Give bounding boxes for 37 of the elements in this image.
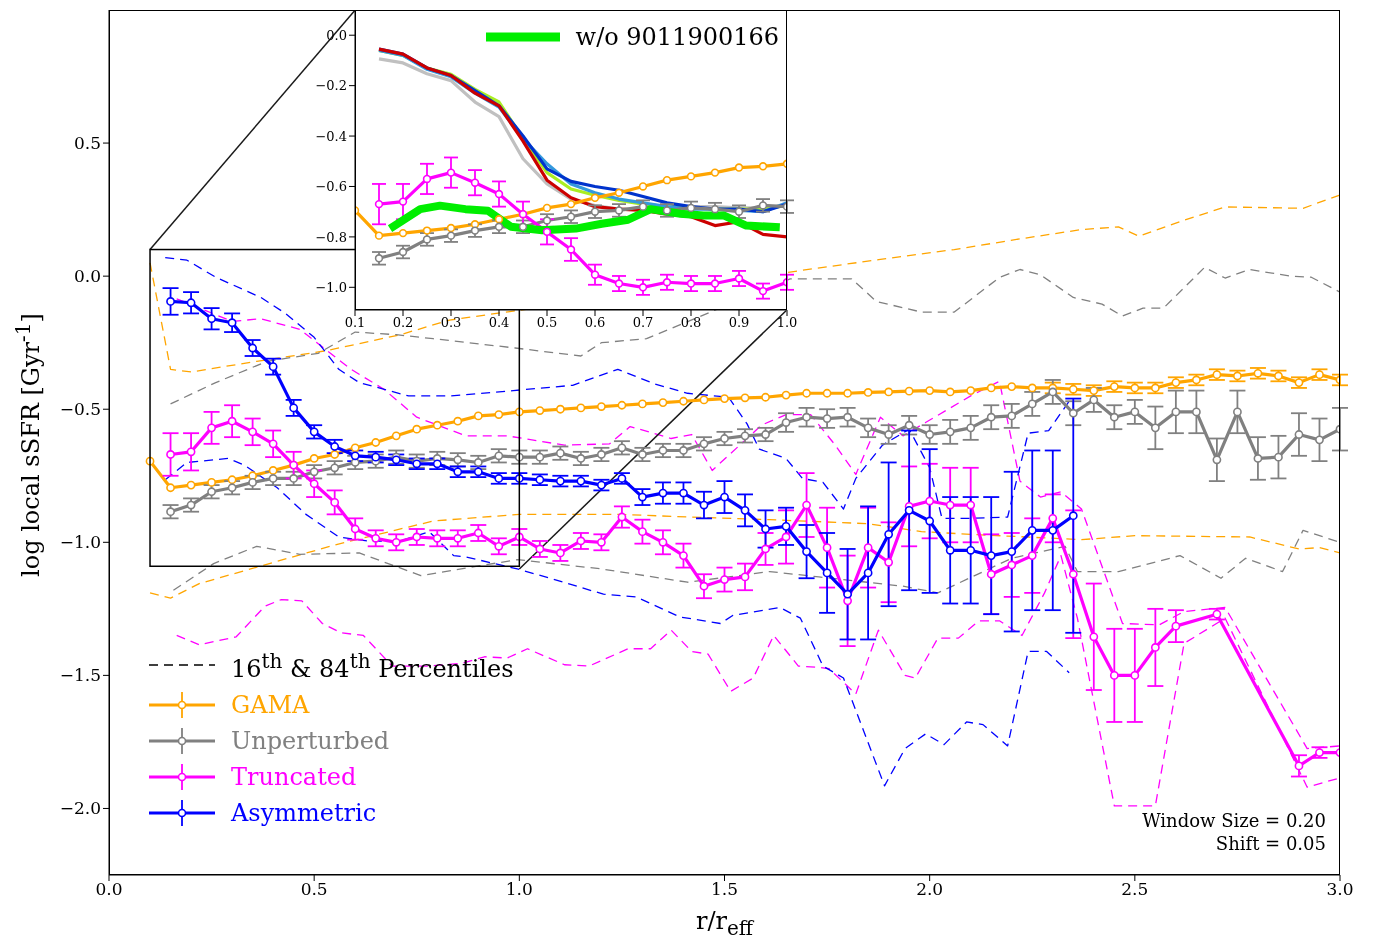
x-tick-label: 0.1 <box>344 315 366 331</box>
y-tick-label: −0.4 <box>315 128 347 144</box>
x-axis-title: r/r$_{eff}$ <box>694 907 756 940</box>
y-tick-label: 0.0 <box>73 266 101 287</box>
x-tick-label: 0.8 <box>680 315 702 331</box>
x-tick-label: 2.0 <box>916 879 944 900</box>
legend-label: Asymmetric <box>231 798 377 829</box>
y-tick-label: −1.5 <box>59 665 101 686</box>
annotation: Window Size = 0.20 <box>1142 809 1326 832</box>
y-tick-label: −0.8 <box>315 229 347 245</box>
x-tick-label: 0.5 <box>300 879 328 900</box>
legend-label: Unperturbed <box>231 726 390 757</box>
x-tick-label: 0.6 <box>584 315 606 331</box>
x-tick-label: 0.5 <box>536 315 558 331</box>
x-tick-label: 0.2 <box>392 315 414 331</box>
x-tick-label: 3.0 <box>1326 879 1354 900</box>
y-tick-label: −2.0 <box>59 798 101 819</box>
y-tick-label: −0.2 <box>315 78 347 94</box>
x-tick-label: 0.3 <box>440 315 462 331</box>
x-tick-label: 0.0 <box>95 879 123 900</box>
x-tick-label: 1.0 <box>505 879 533 900</box>
legend-label: Truncated <box>231 762 357 793</box>
x-tick-label: 2.5 <box>1121 879 1149 900</box>
legend-label: w/o 9011900166 <box>575 22 779 53</box>
y-tick-label: −1.0 <box>59 532 101 553</box>
annotation: Shift = 0.05 <box>1214 832 1326 855</box>
legend-label: GAMA <box>231 690 310 721</box>
x-tick-label: 0.4 <box>488 315 510 331</box>
y-tick-label: 0.5 <box>73 133 101 154</box>
legend-label: 16$^{th}$ & 84$^{th}$ Percentiles <box>231 648 514 685</box>
x-tick-label: 1.5 <box>710 879 739 900</box>
y-tick-label: −1.0 <box>315 279 347 295</box>
x-tick-label: 1.0 <box>776 315 798 331</box>
y-tick-label: −0.5 <box>59 399 101 420</box>
x-tick-label: 0.7 <box>632 315 654 331</box>
x-tick-label: 0.9 <box>728 315 750 331</box>
y-tick-label: −0.6 <box>315 179 347 195</box>
